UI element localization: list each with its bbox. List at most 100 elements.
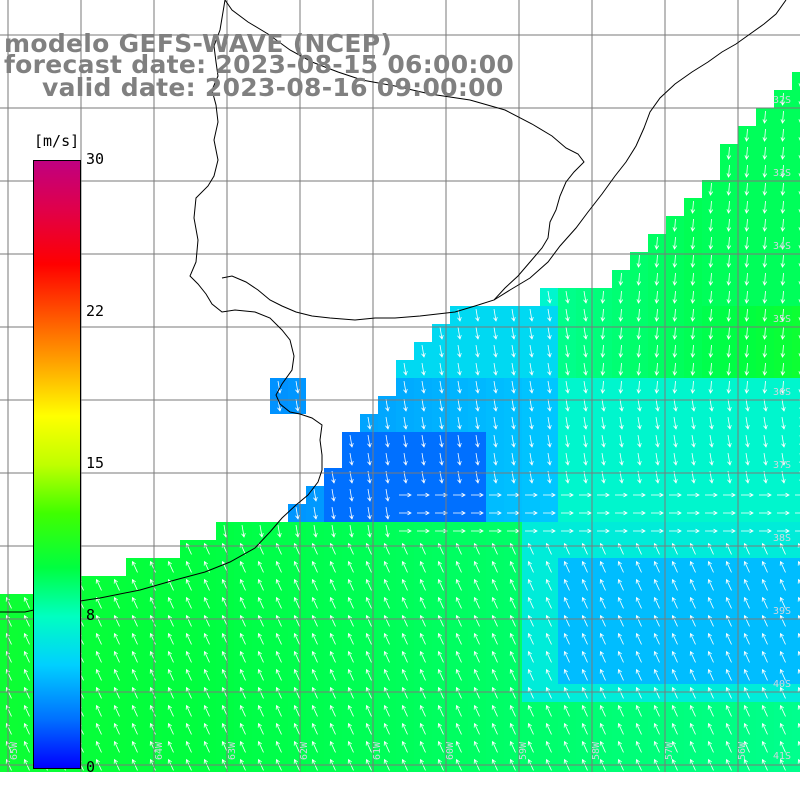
wind-arrow [275, 560, 282, 573]
wind-arrow [455, 596, 462, 609]
wind-arrow [745, 399, 750, 412]
wind-arrow [762, 254, 768, 268]
wind-arrow [617, 722, 624, 735]
wind-speed-cell [288, 756, 306, 772]
wind-arrow [780, 218, 786, 232]
wind-arrow [275, 722, 282, 735]
wind-arrow [726, 344, 732, 358]
wind-arrow [597, 492, 610, 498]
wind-arrow [563, 632, 570, 645]
wind-arrow [547, 327, 552, 340]
wind-arrow [491, 614, 498, 627]
wind-arrow [651, 510, 664, 516]
wind-arrow [239, 704, 246, 717]
wind-arrow [365, 740, 372, 753]
colorbar-tick-8: 8 [86, 606, 96, 624]
wind-arrow [545, 686, 552, 699]
wind-arrow [744, 146, 750, 160]
wind-arrow [367, 525, 372, 538]
wind-arrow [583, 345, 588, 358]
wind-arrow [149, 650, 156, 663]
wind-arrow [311, 686, 318, 699]
wind-arrow [455, 632, 462, 645]
wind-arrow [349, 507, 354, 520]
title-forecast-date: forecast date: 2023-08-15 06:00:00 [4, 50, 515, 79]
wind-arrow [293, 668, 300, 681]
wind-arrow [167, 686, 174, 699]
wind-arrow [636, 326, 642, 340]
wind-arrow [403, 435, 408, 448]
wind-arrow [599, 686, 606, 699]
wind-speed-cell [792, 216, 800, 234]
wind-arrow [708, 362, 714, 376]
wind-arrow [780, 110, 786, 124]
wind-arrow [636, 272, 642, 286]
wind-arrow [708, 380, 714, 394]
wind-speed-cell [252, 756, 270, 772]
wind-arrow [439, 363, 444, 376]
wind-arrow [493, 435, 498, 448]
wind-arrow [257, 650, 264, 663]
wind-arrow [547, 435, 552, 448]
wind-speed-cell [792, 90, 800, 108]
wind-arrow [167, 650, 174, 663]
wind-arrow [743, 722, 750, 735]
wind-arrow [421, 381, 426, 394]
wind-arrow [741, 510, 754, 516]
wind-arrow [618, 326, 624, 340]
wind-arrow [149, 560, 156, 573]
wind-arrow [797, 740, 800, 746]
wind-arrow [653, 686, 660, 699]
wind-arrow [23, 704, 30, 717]
wind-arrow [421, 399, 426, 412]
wind-arrow [491, 560, 498, 573]
wind-arrow [421, 345, 426, 358]
wind-arrow [421, 363, 426, 376]
wind-arrow [509, 560, 516, 573]
wind-arrow [690, 236, 696, 250]
wind-arrow [599, 650, 606, 663]
wind-arrow [167, 722, 174, 735]
wind-arrow [113, 722, 120, 735]
wind-arrow [744, 200, 750, 214]
wind-speed-cell [378, 756, 396, 772]
wind-arrow [780, 254, 786, 268]
wind-arrow [653, 704, 660, 717]
wind-arrow [744, 308, 750, 322]
wind-arrow [439, 435, 444, 448]
wind-arrow [95, 740, 102, 753]
wind-arrow [618, 290, 624, 304]
lon-label: 56W [737, 741, 749, 761]
wind-arrow [798, 173, 800, 177]
colorbar-tick-30: 30 [86, 150, 105, 168]
wind-arrow [475, 363, 480, 376]
wind-arrow [527, 704, 534, 717]
wind-arrow [203, 668, 210, 681]
wind-arrow [203, 650, 210, 663]
wind-arrow [385, 417, 390, 430]
wind-arrow [5, 722, 12, 735]
wind-arrow [543, 492, 556, 498]
wind-arrow [726, 182, 732, 196]
wind-arrow [239, 740, 246, 753]
wind-speed-cell [792, 234, 800, 252]
wind-arrow [455, 578, 462, 591]
wind-arrow [453, 492, 466, 498]
wind-speed-cell [540, 756, 558, 772]
wind-arrow [689, 632, 696, 645]
wind-arrow [95, 578, 102, 591]
wind-arrow [635, 686, 642, 699]
wind-arrow [797, 596, 800, 602]
wind-arrow [723, 528, 736, 534]
wind-arrow [113, 740, 120, 753]
wind-speed-cell [792, 108, 800, 126]
wind-speed-cell [468, 756, 486, 772]
wind-arrow [293, 704, 300, 717]
wind-arrow [726, 362, 732, 376]
wind-arrow [385, 507, 390, 520]
wind-arrow [509, 686, 516, 699]
wind-arrow [798, 83, 800, 87]
wind-arrow [777, 510, 790, 516]
wind-arrow [687, 510, 700, 516]
wind-arrow [781, 435, 786, 448]
